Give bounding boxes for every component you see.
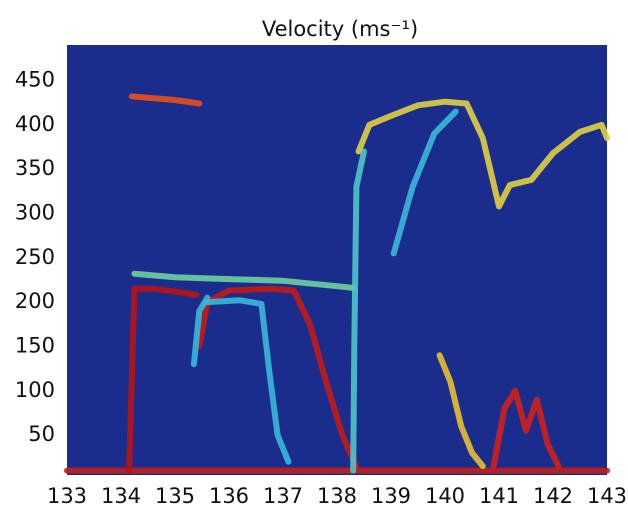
- y-tick-label: 150: [15, 333, 55, 357]
- x-tick-label: 139: [371, 484, 411, 508]
- x-tick-label: 141: [479, 484, 519, 508]
- y-tick-label: 250: [15, 245, 55, 269]
- x-tick-label: 136: [209, 484, 249, 508]
- trace: [350, 148, 367, 474]
- y-tick-label: 200: [15, 289, 55, 313]
- y-tick-label: 50: [28, 422, 55, 446]
- trace: [490, 387, 562, 470]
- y-tick-label: 300: [15, 200, 55, 224]
- trace: [204, 297, 292, 465]
- x-tick-label: 137: [263, 484, 303, 508]
- trace: [126, 285, 200, 474]
- trace: [390, 108, 459, 257]
- trace: [131, 270, 357, 291]
- x-tick-label: 133: [47, 484, 87, 508]
- x-tick-label: 140: [425, 484, 465, 508]
- trace: [190, 294, 211, 368]
- x-tick-label: 138: [317, 484, 357, 508]
- trace: [355, 98, 610, 210]
- trace: [196, 285, 359, 470]
- y-tick-label: 350: [15, 156, 55, 180]
- chart-title: Velocity (ms⁻¹): [262, 17, 418, 41]
- trace: [436, 352, 486, 470]
- y-tick-label: 400: [15, 112, 55, 136]
- trace: [128, 93, 203, 107]
- x-tick-label: 134: [101, 484, 141, 508]
- x-tick-label: 135: [155, 484, 195, 508]
- y-tick-label: 450: [15, 67, 55, 91]
- y-tick-label: 100: [15, 378, 55, 402]
- x-tick-label: 143: [587, 484, 627, 508]
- x-tick-label: 142: [533, 484, 573, 508]
